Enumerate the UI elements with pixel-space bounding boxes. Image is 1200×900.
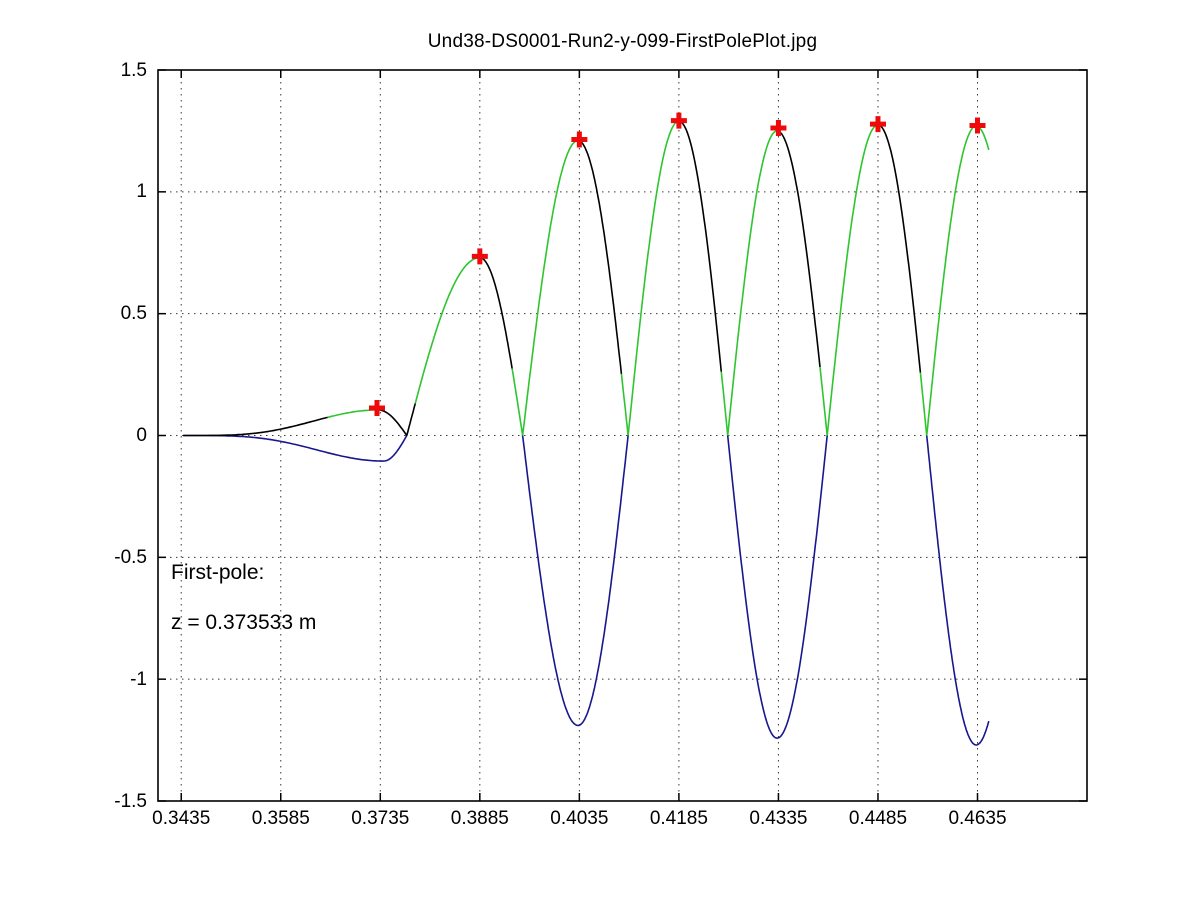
x-tick-label: 0.4035 bbox=[550, 808, 609, 829]
x-tick-label: 0.4185 bbox=[649, 808, 708, 829]
curve-arch-segment bbox=[620, 373, 629, 436]
y-tick-label: 0 bbox=[136, 425, 147, 446]
curve-arch-segment bbox=[819, 366, 828, 436]
annotation-first-pole-label: First-pole: bbox=[171, 561, 265, 584]
x-tick-label: 0.3435 bbox=[152, 808, 211, 829]
x-tick-label: 0.3885 bbox=[450, 808, 509, 829]
chart-title: Und38-DS0001-Run2-y-099-FirstPolePlot.jp… bbox=[427, 31, 818, 52]
curve-arch-segment bbox=[511, 368, 524, 436]
curve-arch-segment bbox=[627, 120, 679, 436]
curve-arch-segment bbox=[378, 409, 408, 436]
curve-arch-segment bbox=[479, 256, 513, 369]
x-tick-label: 0.4335 bbox=[749, 808, 808, 829]
curve-arch-segment bbox=[777, 130, 821, 368]
y-tick-label: -1.5 bbox=[114, 790, 147, 812]
y-tick-label: 0.5 bbox=[120, 303, 147, 325]
pole-marker-plus bbox=[670, 112, 687, 129]
curve-negative-lobe bbox=[925, 435, 990, 746]
curve-arch-segment bbox=[925, 125, 990, 436]
y-tick-label: 1 bbox=[136, 181, 147, 203]
curve-arch-segment bbox=[678, 120, 723, 372]
pole-marker-plus bbox=[571, 131, 588, 148]
pole-marker-plus bbox=[869, 116, 886, 133]
curve-arch-segment bbox=[414, 256, 480, 404]
plot-border bbox=[157, 69, 1088, 802]
curve-arch-segment bbox=[726, 130, 778, 436]
curve-arch-segment bbox=[877, 124, 922, 373]
x-tick-label: 0.4635 bbox=[948, 808, 1007, 829]
curve-negative-lobe bbox=[183, 434, 408, 462]
y-tick-label: 1.5 bbox=[120, 59, 147, 81]
x-tick-label: 0.4485 bbox=[848, 808, 908, 829]
curve-arch-segment bbox=[183, 416, 328, 437]
pole-marker-plus bbox=[770, 119, 787, 136]
curve-arch-segment bbox=[327, 409, 379, 419]
x-tick-label: 0.3585 bbox=[251, 808, 310, 829]
curve-negative-lobe bbox=[521, 435, 629, 727]
curve-arch-segment bbox=[919, 372, 928, 436]
annotation-first-pole-value: z = 0.373533 m bbox=[171, 611, 317, 634]
curve-arch-segment bbox=[720, 371, 729, 436]
curve-negative-lobe bbox=[726, 435, 828, 739]
pole-marker-plus bbox=[471, 248, 488, 265]
curve-arch-segment bbox=[406, 403, 417, 436]
curve-arch-segment bbox=[521, 139, 579, 436]
x-tick-label: 0.3735 bbox=[351, 808, 410, 829]
pole-marker-plus bbox=[969, 117, 986, 134]
y-tick-label: -1 bbox=[130, 668, 147, 690]
curve-arch-segment bbox=[578, 139, 623, 374]
pole-marker-plus bbox=[368, 399, 385, 416]
y-tick-label: -0.5 bbox=[114, 546, 147, 568]
curve-arch-segment bbox=[826, 124, 879, 436]
